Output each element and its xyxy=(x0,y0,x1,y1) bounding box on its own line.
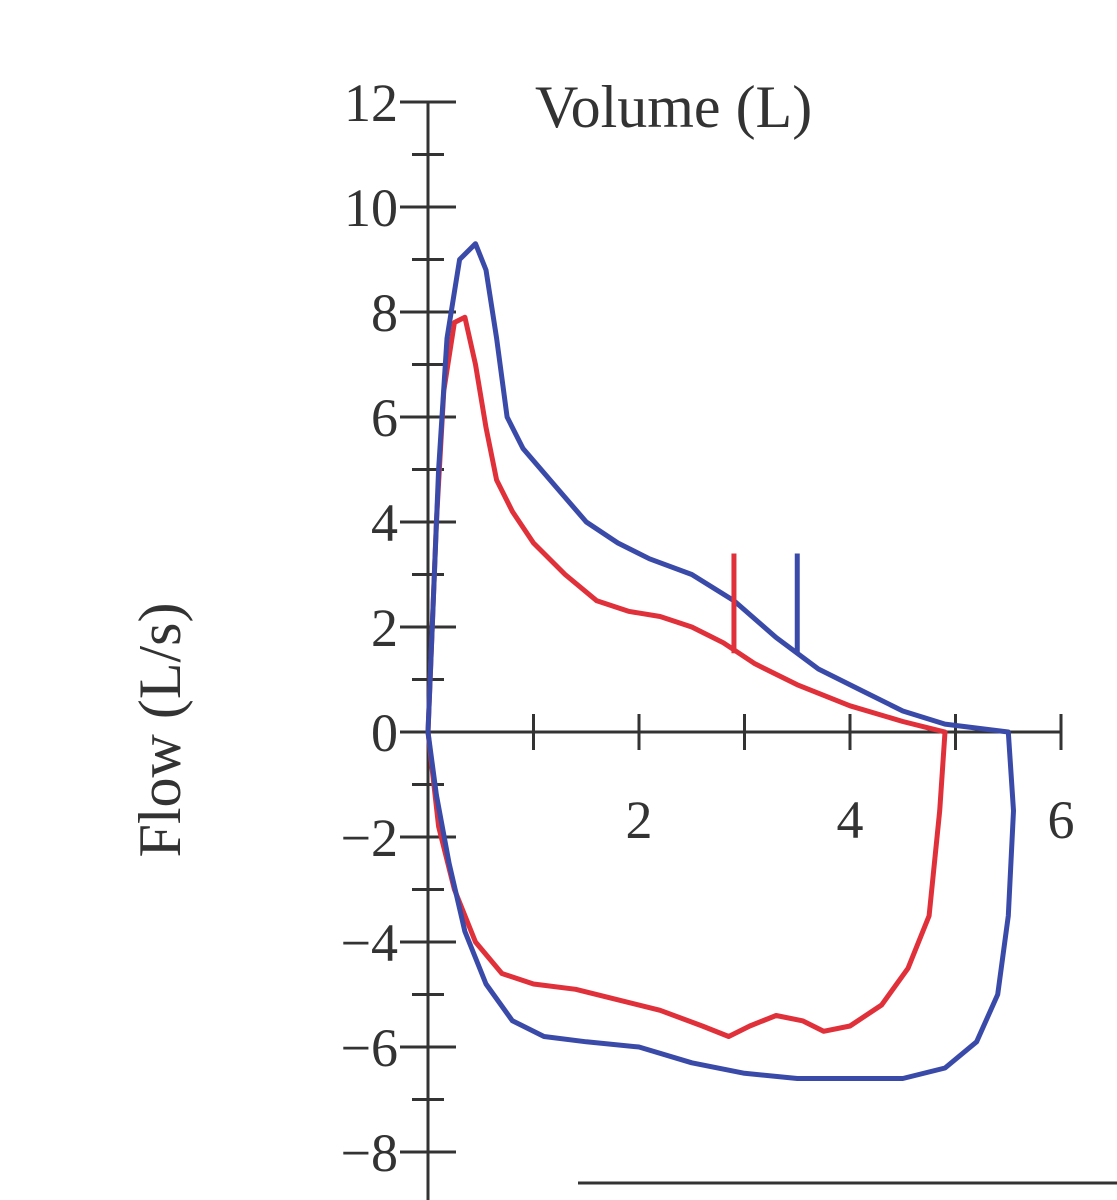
y-tick-label: 6 xyxy=(371,388,398,448)
x-tick-label: 4 xyxy=(837,790,864,850)
y-tick-label: −4 xyxy=(341,913,398,973)
y-tick-label: 4 xyxy=(371,493,398,553)
series-layer xyxy=(425,241,1016,1081)
annotation-layer xyxy=(731,553,800,654)
y-tick-label: −2 xyxy=(341,808,398,868)
y-tick-label: 8 xyxy=(371,283,398,343)
y-tick-label: −6 xyxy=(341,1018,398,1078)
x-tick-label: 6 xyxy=(1048,790,1075,850)
y-axis-title: Flow (L/s) xyxy=(127,603,193,858)
y-tick-label: 12 xyxy=(344,73,398,133)
blue-loop-series xyxy=(425,241,1016,1081)
y-tick-label: −8 xyxy=(341,1123,398,1183)
red-loop-series xyxy=(425,314,948,1039)
y-tick-label: 0 xyxy=(371,703,398,763)
axes xyxy=(400,100,1063,1200)
label-layer: 12 10 8 6 4 2 0 −2 −4 −6 −8 2 4 6 xyxy=(341,73,1075,1183)
y-tick-label: 10 xyxy=(344,178,398,238)
x-tick-label: 2 xyxy=(626,790,653,850)
x-axis-title: Volume (L) xyxy=(535,74,812,140)
y-tick-label: 2 xyxy=(371,598,398,658)
